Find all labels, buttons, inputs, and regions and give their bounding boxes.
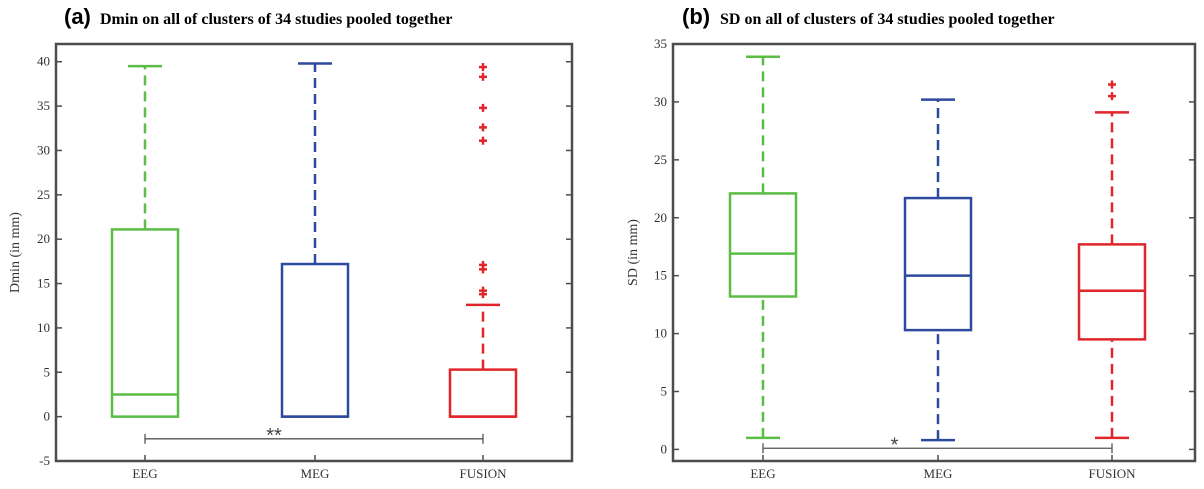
box-eeg: [728, 55, 798, 440]
y-tick-label: 5: [44, 364, 51, 379]
box-fusion: [448, 63, 518, 418]
outlier-marker: [1108, 92, 1116, 101]
y-tick-label: 0: [44, 409, 51, 424]
box-meg: [280, 62, 350, 418]
y-tick-label: 40: [37, 54, 50, 69]
plot-frame: [671, 42, 1197, 463]
significance-label: **: [266, 425, 282, 447]
y-tick-label: 20: [37, 231, 50, 246]
panel-b: (b) SD on all of clusters of 34 studies p…: [626, 4, 1197, 481]
x-tick-label: FUSION: [460, 466, 508, 481]
outlier-marker: [479, 260, 487, 269]
box-meg: [903, 98, 973, 442]
plot-frame: [54, 42, 574, 463]
y-tick-label: 20: [654, 210, 667, 225]
panel-a: (a) Dmin on all of clusters of 34 studies…: [8, 4, 574, 481]
x-tick-label: EEG: [132, 466, 157, 481]
outlier-marker: [479, 72, 487, 81]
box-body: [448, 368, 518, 418]
y-tick-label: 0: [661, 441, 668, 456]
outlier-marker: [1108, 80, 1116, 89]
box-body: [110, 228, 180, 418]
box-body: [280, 262, 350, 418]
panel-letter: (a): [64, 4, 91, 29]
x-tick-label: FUSION: [1089, 466, 1137, 481]
x-tick-label: MEG: [924, 466, 953, 481]
y-tick-label: 25: [37, 187, 50, 202]
chart-title: Dmin on all of clusters of 34 studies po…: [100, 11, 452, 28]
y-tick-label: 30: [37, 142, 50, 157]
outlier-marker: [479, 286, 487, 295]
x-tick-label: MEG: [301, 466, 330, 481]
significance-label: *: [891, 434, 899, 456]
y-axis-label: SD (in mm): [626, 219, 641, 286]
y-tick-label: 15: [37, 276, 50, 291]
y-tick-label: -5: [39, 453, 50, 468]
box-body: [903, 196, 973, 332]
y-axis-label: Dmin (in mm): [8, 212, 23, 293]
y-tick-label: 15: [654, 268, 667, 283]
y-tick-label: 10: [654, 326, 667, 341]
x-tick-label: EEG: [750, 466, 775, 481]
y-tick-label: 35: [654, 36, 667, 51]
box-body: [728, 192, 798, 298]
box-fusion: [1077, 80, 1147, 440]
significance-bracket: *: [762, 434, 1113, 456]
outlier-marker: [479, 103, 487, 112]
significance-bracket: **: [144, 425, 484, 447]
y-tick-label: 25: [654, 152, 667, 167]
y-tick-label: 10: [37, 320, 50, 335]
outlier-marker: [479, 136, 487, 145]
panel-letter: (b): [682, 4, 710, 29]
outlier-marker: [479, 123, 487, 132]
box-eeg: [110, 64, 180, 418]
outlier-marker: [479, 63, 487, 72]
y-tick-label: 30: [654, 94, 667, 109]
chart-title: SD on all of clusters of 34 studies pool…: [720, 11, 1055, 28]
y-tick-label: 35: [37, 98, 50, 113]
y-tick-label: 5: [661, 384, 668, 399]
